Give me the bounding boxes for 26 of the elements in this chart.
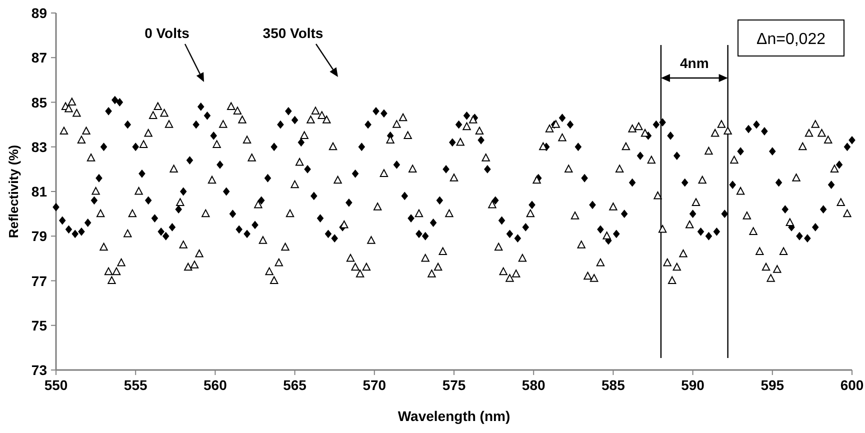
annotation: 0 Volts [144,25,190,41]
x-tick-label: 570 [362,377,386,393]
annotation: Δn=0,022 [756,31,826,48]
y-tick-label: 85 [31,94,48,110]
x-tick-label: 585 [602,377,626,393]
y-axis-title: Reflectivity (%) [6,144,21,238]
y-tick-label: 81 [31,184,48,200]
y-tick-label: 89 [31,5,48,21]
x-axis-title: Wavelength (nm) [398,408,510,424]
x-tick-label: 600 [840,377,864,393]
x-tick-label: 560 [204,377,228,393]
x-tick-label: 550 [44,377,68,393]
y-tick-label: 79 [31,228,48,244]
y-tick-label: 73 [31,362,48,378]
x-tick-label: 575 [442,377,466,393]
y-tick-label: 77 [31,272,48,289]
y-tick-label: 83 [31,138,48,155]
annotation: 4nm [680,55,709,71]
x-tick-label: 555 [124,377,148,393]
y-tick-label: 75 [31,317,48,334]
x-tick-label: 595 [760,377,784,393]
y-tick-label: 87 [31,50,48,66]
x-tick-label: 580 [522,377,546,393]
annotation: 350 Volts [262,25,324,41]
x-tick-label: 590 [681,377,705,393]
x-tick-label: 565 [283,377,307,393]
